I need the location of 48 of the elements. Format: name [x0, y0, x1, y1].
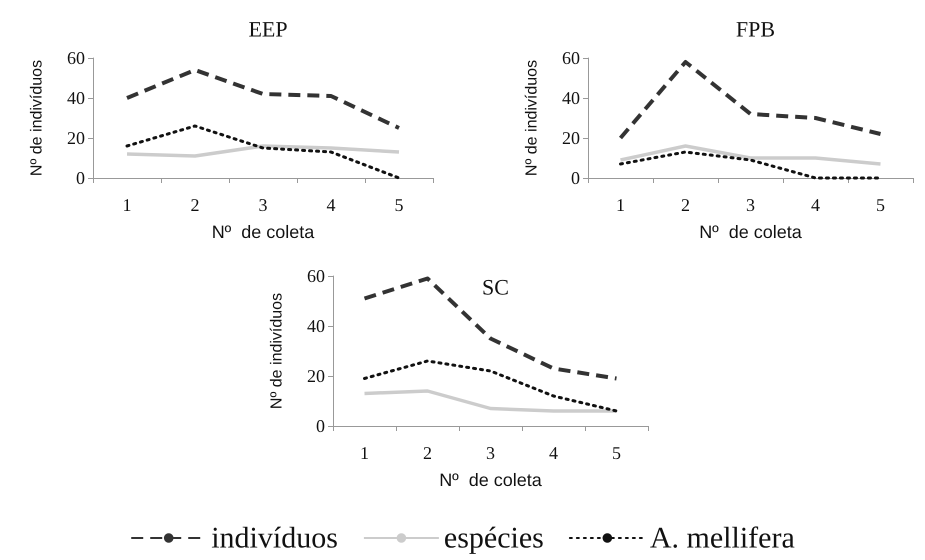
x-tick-label: 2 [423, 443, 432, 463]
x-tick-label: 5 [876, 195, 885, 215]
legend-label: indivíduos [211, 522, 338, 554]
x-tick-label: 4 [811, 195, 820, 215]
y-tick-label: 20 [307, 366, 325, 386]
line-series [618, 144, 882, 166]
legend-label: A. mellifera [650, 522, 795, 554]
chart-title: SC [482, 274, 509, 300]
x-tick-label: 3 [746, 195, 755, 215]
x-axis-title: Nº de coleta [699, 222, 803, 242]
line-series [125, 68, 401, 130]
y-axis-title: Nº de indivíduos [268, 292, 286, 410]
y-tick-label: 0 [316, 416, 325, 436]
x-tick-label: 2 [190, 195, 200, 215]
chart-title: FPB [736, 16, 776, 42]
x-tick-label: 4 [326, 195, 336, 215]
y-axis-title: Nº de indivíduos [28, 60, 46, 176]
x-tick-label: 3 [258, 195, 268, 215]
y-tick-label: 40 [307, 316, 325, 336]
y-tick-label: 0 [76, 168, 85, 188]
x-axis-title: Nº de coleta [439, 470, 543, 490]
line-series [362, 389, 618, 413]
x-tick-label: 1 [360, 443, 369, 463]
line-series [619, 150, 882, 180]
legend-label: espécies [444, 522, 544, 554]
line-series [618, 60, 882, 140]
line-series [362, 276, 618, 380]
y-tick-label: 40 [562, 88, 580, 108]
x-tick-label: 5 [394, 195, 404, 215]
x-tick-label: 1 [616, 195, 625, 215]
y-tick-label: 0 [571, 168, 580, 188]
y-tick-label: 60 [67, 48, 85, 68]
y-axis-title: Nº de indivíduos [524, 60, 540, 176]
y-tick-label: 60 [307, 266, 325, 286]
chart-title: EEP [248, 16, 288, 42]
line-series [363, 360, 618, 412]
x-tick-label: 3 [486, 443, 495, 463]
y-tick-label: 40 [67, 88, 85, 108]
y-tick-label: 20 [67, 128, 85, 148]
x-tick-label: 2 [681, 195, 690, 215]
x-axis-title: Nº de coleta [212, 222, 316, 242]
y-tick-label: 60 [562, 48, 580, 68]
y-tick-label: 20 [562, 128, 580, 148]
line-series [126, 124, 400, 180]
x-tick-label: 4 [549, 443, 558, 463]
line-series [125, 144, 401, 158]
x-tick-label: 5 [612, 443, 621, 463]
x-tick-label: 1 [122, 195, 132, 215]
